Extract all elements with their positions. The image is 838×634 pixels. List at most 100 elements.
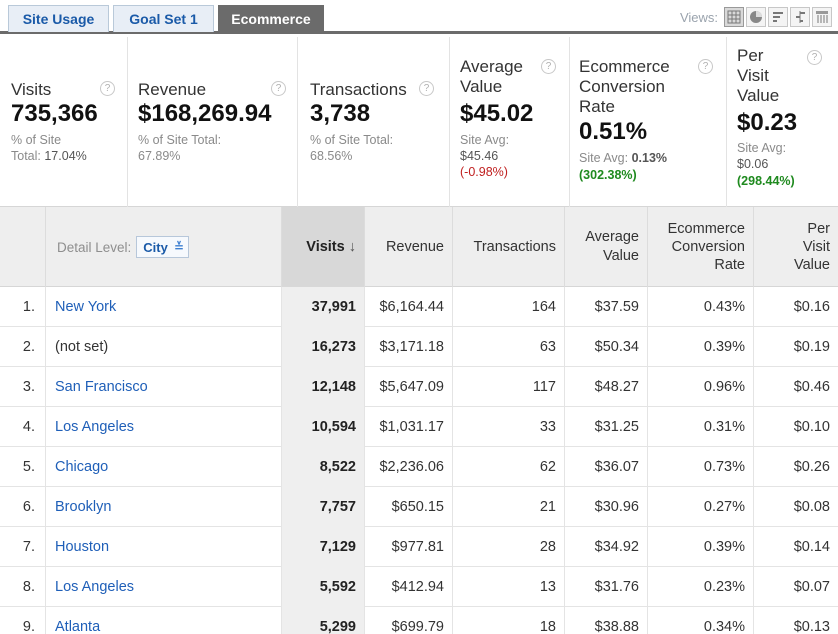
detail-level-label: Detail Level: <box>57 239 132 255</box>
help-icon[interactable]: ? <box>541 59 556 74</box>
row-number: 4. <box>22 419 35 435</box>
per-visit-value-cell: $0.26 <box>753 447 838 487</box>
average-value-cell: $34.92 <box>564 527 647 567</box>
metric-per-visit-value: ? Per Visit Value $0.23 Site Avg: $0.06 … <box>727 37 838 207</box>
metric-delta: (302.38%) <box>579 168 637 182</box>
visits-cell: 12,148 <box>281 367 364 407</box>
header-line: Rate <box>714 257 745 273</box>
detail-level-value: City <box>143 239 168 255</box>
table-row: 5. Chicago 8,522 $2,236.06 62 $36.07 0.73% $0.2… <box>0 447 838 487</box>
table-row: 6. Brooklyn 7,757 $650.15 21 $30.96 0.27% $0.08 <box>0 487 838 527</box>
metric-title: Transactions <box>310 80 407 99</box>
average-value-cell: $50.34 <box>564 327 647 367</box>
chevron-down-icon: ≚ <box>173 240 184 254</box>
tab-site-usage[interactable]: Site Usage <box>8 5 109 32</box>
average-value-cell: $38.88 <box>564 607 647 634</box>
average-value-column-header[interactable]: Average Value <box>564 207 647 287</box>
help-icon[interactable]: ? <box>100 81 115 96</box>
metric-site-total-value: 67.89% <box>138 149 181 163</box>
help-icon[interactable]: ? <box>698 59 713 74</box>
help-icon[interactable]: ? <box>271 81 286 96</box>
transactions-column-header[interactable]: Transactions <box>452 207 564 287</box>
comparison-view-icon[interactable] <box>790 7 810 27</box>
metric-site-total-value: 17.04% <box>44 149 87 163</box>
row-number: 6. <box>22 499 35 515</box>
pivot-view-icon[interactable] <box>812 7 832 27</box>
per-visit-value-column-header[interactable]: Per Visit Value <box>753 207 838 287</box>
dimension-header: Detail Level: City ≚ <box>45 207 281 287</box>
visits-cell: 10,594 <box>281 407 364 447</box>
conversion-rate-cell: 0.73% <box>647 447 753 487</box>
revenue-cell: $699.79 <box>364 607 452 634</box>
pie-view-icon[interactable] <box>746 7 766 27</box>
metric-title: Per <box>737 46 764 65</box>
average-value-cell: $37.59 <box>564 287 647 327</box>
bar-view-icon[interactable] <box>768 7 788 27</box>
metric-subtext: % of Site <box>11 133 62 147</box>
row-number: 2. <box>22 339 35 355</box>
revenue-cell: $650.15 <box>364 487 452 527</box>
metric-conversion-rate: ? Ecommerce Conversion Rate 0.51% Site A… <box>570 37 727 207</box>
metric-title: Value <box>460 77 503 96</box>
city-link[interactable]: Los Angeles <box>45 407 281 447</box>
tab-goal-set-1[interactable]: Goal Set 1 <box>113 5 214 32</box>
row-number: 9. <box>22 619 35 634</box>
revenue-column-header[interactable]: Revenue <box>364 207 452 287</box>
metric-average-value: ? Average Value $45.02 Site Avg: $45.46 … <box>450 37 570 207</box>
help-icon[interactable]: ? <box>807 50 822 65</box>
report-tab-bar: Site Usage Goal Set 1 Ecommerce Views: <box>0 0 838 34</box>
sort-descending-icon: ↓ <box>348 239 356 255</box>
metric-subtext: % of Site Total: <box>310 133 394 147</box>
metric-subtext: Site Avg: <box>737 141 787 155</box>
average-value-cell: $48.27 <box>564 367 647 407</box>
metric-site-avg-label: Site Avg: <box>579 151 632 165</box>
metric-title: Conversion <box>579 77 665 96</box>
city-link[interactable]: San Francisco <box>45 367 281 407</box>
revenue-cell: $977.81 <box>364 527 452 567</box>
visits-cell: 7,129 <box>281 527 364 567</box>
metric-delta: (298.44%) <box>737 174 795 188</box>
conversion-rate-cell: 0.27% <box>647 487 753 527</box>
table-row: 8. Los Angeles 5,592 $412.94 13 $31.76 0.23% $0… <box>0 567 838 607</box>
metric-site-avg-value: 0.13% <box>631 151 668 165</box>
detail-level-dropdown[interactable]: City ≚ <box>136 236 189 258</box>
metric-delta: (-0.98%) <box>460 165 508 179</box>
transactions-cell: 63 <box>452 327 564 367</box>
conversion-rate-cell: 0.23% <box>647 567 753 607</box>
table-row: 2. (not set) 16,273 $3,171.18 63 $50.34 0.39% $… <box>0 327 838 367</box>
revenue-cell: $3,171.18 <box>364 327 452 367</box>
metric-visits: ? Visits 735,366 % of Site Total: 17.04% <box>0 37 128 207</box>
conversion-rate-cell: 0.39% <box>647 327 753 367</box>
metric-title: Visits <box>11 80 52 99</box>
average-value-cell: $31.76 <box>564 567 647 607</box>
average-value-cell: $36.07 <box>564 447 647 487</box>
city-link[interactable]: Los Angeles <box>45 567 281 607</box>
transactions-cell: 62 <box>452 447 564 487</box>
conversion-rate-column-header[interactable]: Ecommerce Conversion Rate <box>647 207 753 287</box>
city-link[interactable]: New York <box>45 287 281 327</box>
visits-cell: 8,522 <box>281 447 364 487</box>
metric-site-avg: Site Avg: 0.13% <box>579 151 667 166</box>
city-link[interactable]: Atlanta <box>45 607 281 634</box>
table-row: 4. Los Angeles 10,594 $1,031.17 33 $31.25 0.31… <box>0 407 838 447</box>
conversion-rate-cell: 0.39% <box>647 527 753 567</box>
city-link[interactable]: Brooklyn <box>45 487 281 527</box>
city-name: (not set) <box>45 327 281 367</box>
row-number: 1. <box>22 299 35 315</box>
tab-ecommerce[interactable]: Ecommerce <box>218 5 324 32</box>
per-visit-value-cell: $0.10 <box>753 407 838 447</box>
conversion-rate-cell: 0.31% <box>647 407 753 447</box>
transactions-cell: 117 <box>452 367 564 407</box>
metric-site-total-label: Total: <box>11 149 45 163</box>
metric-site-avg-value: $45.46 <box>460 149 499 163</box>
per-visit-value-cell: $0.46 <box>753 367 838 407</box>
city-link[interactable]: Houston <box>45 527 281 567</box>
table-view-icon[interactable] <box>724 7 744 27</box>
visits-cell: 7,757 <box>281 487 364 527</box>
city-link[interactable]: Chicago <box>45 447 281 487</box>
help-icon[interactable]: ? <box>419 81 434 96</box>
row-number: 7. <box>22 539 35 555</box>
metric-title: Value <box>737 86 780 105</box>
visits-column-header[interactable]: Visits ↓ <box>281 207 364 287</box>
metric-transactions: ? Transactions 3,738 % of Site Total: 68… <box>298 37 450 207</box>
